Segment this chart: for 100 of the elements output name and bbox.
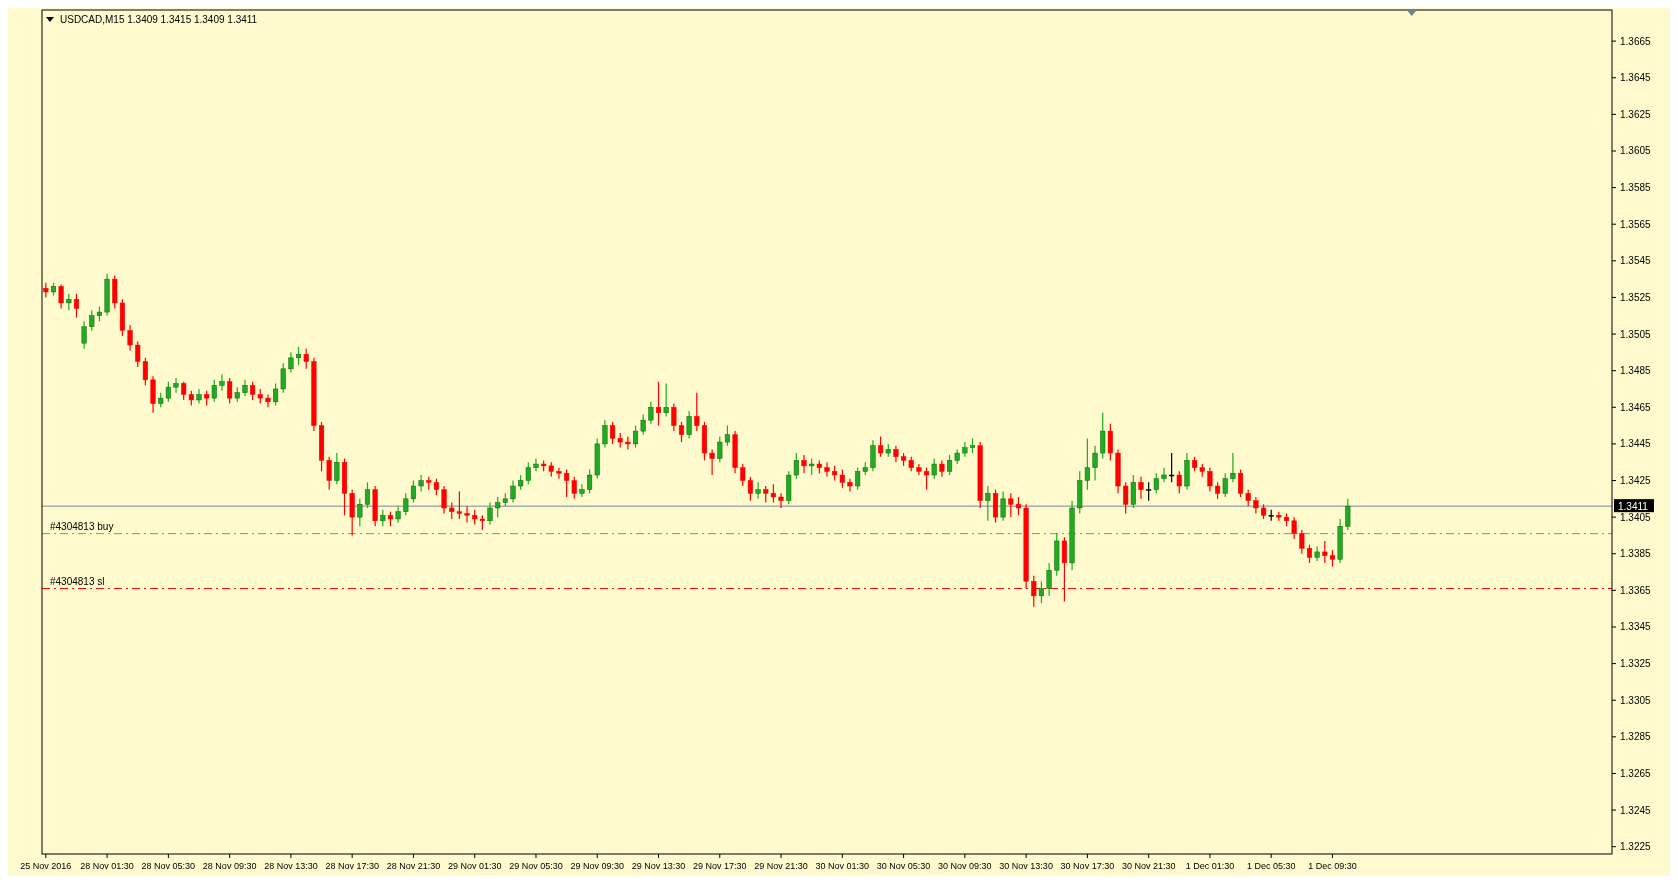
y-tick-label: 1.3325	[1620, 658, 1652, 670]
candlestick	[1299, 529, 1305, 555]
y-tick-label: 1.3645	[1620, 72, 1652, 84]
candlestick	[801, 454, 807, 474]
candlestick	[464, 505, 470, 524]
candlestick	[1092, 445, 1098, 482]
y-tick-label: 1.3505	[1620, 328, 1652, 340]
y-tick-label: 1.3425	[1620, 475, 1652, 487]
candlestick	[602, 419, 608, 449]
candlestick	[1107, 423, 1113, 461]
x-tick-label: 30 Nov 09:30	[938, 861, 992, 871]
y-tick-label: 1.3405	[1620, 511, 1652, 523]
candlestick	[1291, 516, 1297, 540]
candlestick	[755, 481, 761, 500]
y-tick-label: 1.3265	[1620, 767, 1652, 779]
candlestick	[847, 478, 853, 493]
candlestick	[219, 373, 225, 392]
candlestick	[632, 424, 639, 449]
y-tick-label: 1.3605	[1620, 145, 1652, 157]
x-tick-label: 1 Dec 01:30	[1185, 861, 1235, 871]
y-tick-label: 1.3665	[1620, 35, 1652, 47]
x-tick-label: 29 Nov 13:30	[631, 861, 686, 871]
x-tick-label: 29 Nov 05:30	[509, 861, 563, 871]
chart-title: USDCAD,M15 1.3409 1.3415 1.3409 1.3411	[60, 14, 258, 25]
candlestick	[870, 439, 876, 472]
candlestick	[1169, 452, 1175, 483]
candlestick	[1000, 490, 1006, 522]
candlestick	[510, 479, 516, 504]
candlestick	[296, 346, 302, 366]
x-tick-label: 1 Dec 09:30	[1308, 861, 1357, 871]
candlestick	[150, 375, 156, 414]
candlestick	[127, 324, 133, 352]
candlestick	[1130, 474, 1136, 509]
candlestick	[1276, 511, 1282, 522]
candlestick	[878, 435, 884, 458]
candlestick	[58, 284, 64, 310]
candlestick	[418, 474, 424, 493]
candlestick	[1100, 412, 1106, 460]
candlestick	[1153, 472, 1159, 494]
candlestick	[265, 393, 271, 408]
candlestick	[1306, 543, 1313, 564]
candlestick	[916, 463, 922, 476]
y-tick-label: 1.3225	[1620, 841, 1652, 853]
y-tick-label: 1.3485	[1620, 365, 1652, 377]
x-tick-label: 29 Nov 09:30	[570, 861, 625, 871]
candlestick	[1230, 452, 1236, 483]
candlestick	[579, 483, 585, 498]
y-tick-label: 1.3445	[1620, 438, 1652, 450]
x-tick-label: 29 Nov 21:30	[754, 861, 808, 871]
candlestick	[1322, 540, 1328, 564]
candlestick	[1161, 467, 1167, 483]
candlestick	[441, 485, 447, 515]
candlestick	[533, 457, 539, 472]
x-tick-label: 1 Dec 05:30	[1246, 861, 1296, 871]
candlestick	[985, 485, 991, 522]
candlestick	[931, 457, 937, 480]
candlestick	[1222, 472, 1228, 498]
candlestick	[81, 320, 87, 350]
candlestick	[1138, 476, 1144, 500]
candlestick	[1207, 467, 1213, 493]
y-tick-label: 1.3345	[1620, 621, 1652, 633]
candlestick	[73, 293, 80, 319]
candlestick	[686, 410, 692, 440]
candlestick	[694, 392, 700, 432]
candlestick	[211, 379, 217, 403]
x-tick-label: 28 Nov 21:30	[386, 861, 441, 871]
candlestick	[924, 467, 930, 491]
candlestick	[364, 481, 371, 509]
y-tick-label: 1.3585	[1620, 182, 1652, 194]
x-tick-label: 28 Nov 13:30	[264, 861, 318, 871]
candlestick	[1008, 492, 1014, 518]
candlestick	[778, 492, 784, 509]
candlestick	[655, 381, 662, 427]
x-tick-label: 28 Nov 01:30	[80, 861, 134, 871]
candlestick	[357, 498, 363, 527]
candlestick	[173, 377, 179, 394]
x-tick-label: 28 Nov 09:30	[202, 861, 257, 871]
candlestick	[671, 403, 677, 432]
y-tick-label: 1.3385	[1620, 548, 1652, 560]
candlestick	[625, 435, 631, 450]
candlestick	[1146, 481, 1152, 502]
candlestick	[1123, 481, 1129, 515]
candlestick	[1038, 580, 1044, 604]
candlestick	[487, 501, 493, 526]
y-tick-label: 1.3285	[1620, 731, 1652, 743]
x-tick-label: 30 Nov 21:30	[1121, 861, 1176, 871]
y-tick-label: 1.3365	[1620, 584, 1652, 596]
y-tick-label: 1.3625	[1620, 108, 1652, 120]
candlestick	[1176, 470, 1182, 494]
candlestick	[227, 377, 233, 405]
ref-line-label: 1.3411	[1618, 500, 1649, 512]
x-tick-label: 29 Nov 01:30	[447, 861, 502, 871]
candlestick	[640, 414, 646, 436]
candlestick	[709, 448, 715, 476]
y-tick-label: 1.3465	[1620, 401, 1652, 413]
x-tick-label: 30 Nov 17:30	[1060, 861, 1115, 871]
candlestick	[1345, 498, 1351, 531]
candlestick	[1015, 496, 1022, 516]
y-tick-label: 1.3545	[1620, 255, 1652, 267]
candlestick	[648, 401, 654, 425]
